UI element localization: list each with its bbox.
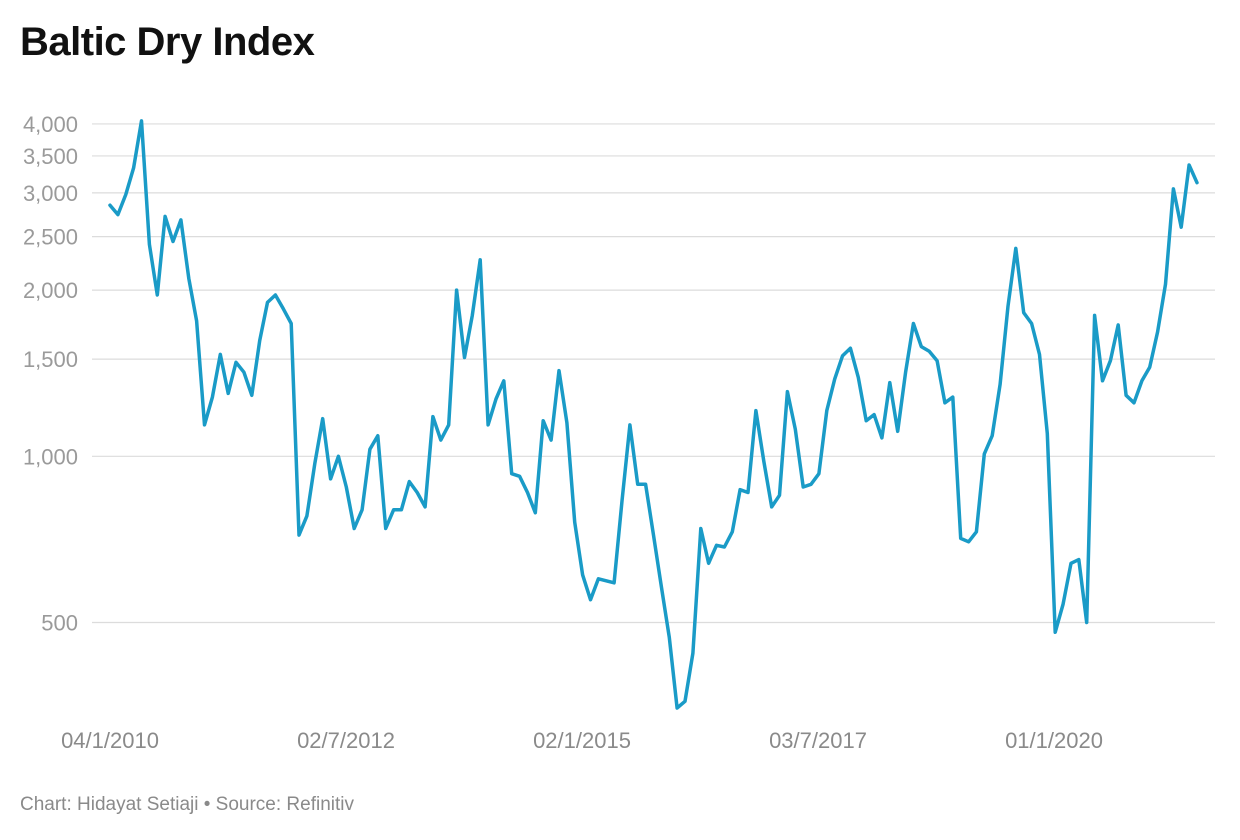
series-line bbox=[108, 119, 1199, 710]
y-tick-label: 4,000 bbox=[23, 112, 78, 137]
y-tick-label: 3,500 bbox=[23, 144, 78, 169]
chart-footer: Chart: Hidayat Setiaji • Source: Refinit… bbox=[20, 794, 355, 815]
x-tick-label: 03/7/2017 bbox=[769, 728, 867, 753]
x-axis-ticks: 04/1/2010 02/7/2012 02/1/2015 03/7/2017 01/1… bbox=[61, 728, 1103, 753]
y-tick-label: 3,000 bbox=[23, 181, 78, 206]
y-axis-ticks: 500 1,000 1,500 2,000 2,500 3,000 3,500 4,000 bbox=[23, 112, 78, 636]
y-tick-label: 500 bbox=[41, 611, 78, 636]
x-tick-label: 01/1/2020 bbox=[1005, 728, 1103, 753]
y-tick-label: 2,000 bbox=[23, 278, 78, 303]
y-tick-label: 1,500 bbox=[23, 347, 78, 372]
chart-title: Baltic Dry Index bbox=[20, 20, 315, 64]
x-tick-label: 02/7/2012 bbox=[297, 728, 395, 753]
series-group bbox=[108, 119, 1199, 710]
y-tick-label: 1,000 bbox=[23, 444, 78, 469]
grid-lines bbox=[92, 123, 1215, 624]
line-chart: 500 1,000 1,500 2,000 2,500 3,000 3,500 4,000 0… bbox=[23, 112, 1215, 753]
x-tick-label: 04/1/2010 bbox=[61, 728, 159, 753]
x-tick-label: 02/1/2015 bbox=[533, 728, 631, 753]
y-tick-label: 2,500 bbox=[23, 225, 78, 250]
